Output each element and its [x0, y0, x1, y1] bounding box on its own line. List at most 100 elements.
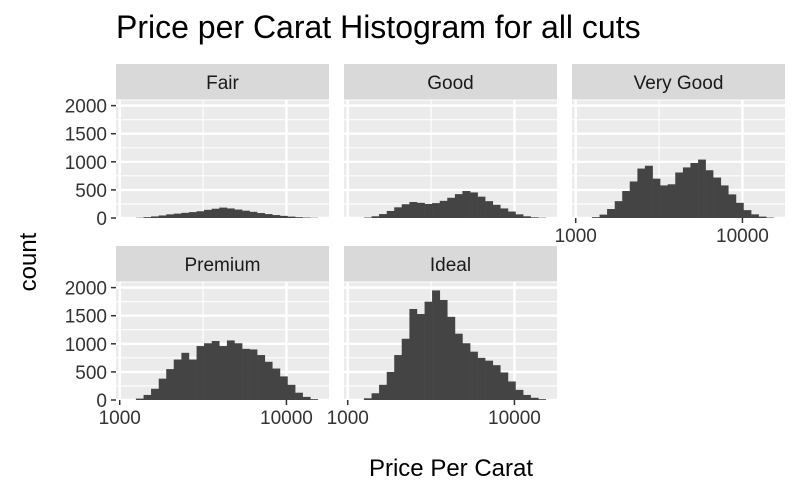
- histogram-bar: [485, 201, 494, 218]
- y-tick-label: 2000: [65, 279, 107, 300]
- histogram-bar: [470, 192, 478, 218]
- x-tick-label: 10000: [716, 226, 769, 247]
- histogram-bar: [379, 214, 388, 218]
- facet-strip-label: Ideal: [430, 255, 471, 276]
- histogram-bar: [432, 290, 441, 400]
- facet-ideal: Ideal 1000 10000: [327, 246, 557, 429]
- histogram-bar: [363, 398, 372, 400]
- y-tick-label: 500: [75, 181, 107, 202]
- histogram-bar: [295, 217, 303, 218]
- histogram-bar: [409, 201, 418, 218]
- histogram-bar: [500, 372, 509, 400]
- histogram-bar: [424, 301, 433, 400]
- histogram-bar: [713, 177, 722, 218]
- y-tick-label: 0: [96, 391, 107, 412]
- histogram-bar: [515, 389, 524, 400]
- histogram-bar: [242, 348, 250, 400]
- y-tick-label: 1000: [65, 153, 107, 174]
- histogram-bar: [492, 204, 501, 218]
- histogram-bar: [257, 213, 266, 218]
- histogram-bar: [424, 203, 433, 218]
- facet-strip-label: Very Good: [634, 73, 724, 94]
- histogram-bar: [720, 185, 729, 218]
- x-axis-title: Price Per Carat: [369, 455, 533, 482]
- histogram-bar: [302, 396, 311, 400]
- histogram-bar: [439, 200, 448, 218]
- facet-strip: [116, 246, 329, 282]
- histogram-bar: [447, 197, 456, 218]
- histogram-bar: [690, 162, 699, 218]
- x-tick-label: 1000: [327, 408, 369, 429]
- histogram-bar: [249, 349, 258, 400]
- histogram-bar: [386, 210, 395, 218]
- histogram-bar: [523, 216, 531, 218]
- histogram-bar: [287, 384, 296, 400]
- histogram-bar: [279, 376, 288, 400]
- facet-strip-label: Fair: [206, 73, 239, 94]
- histogram-bar: [143, 394, 152, 400]
- histogram-bar: [735, 202, 744, 218]
- histogram-bar: [507, 381, 516, 400]
- y-tick-label: 1500: [65, 125, 107, 146]
- histogram-bar: [591, 217, 600, 218]
- histogram-bar: [758, 216, 767, 218]
- histogram-bar: [614, 201, 623, 218]
- histogram-bar: [135, 398, 144, 400]
- histogram-bar: [219, 207, 228, 218]
- x-tick-label: 10000: [488, 408, 541, 429]
- histogram-bar: [173, 213, 182, 218]
- facet-strip-label: Good: [427, 73, 473, 94]
- histogram-bar: [196, 346, 205, 400]
- histogram-bar: [264, 361, 273, 400]
- histogram-bar: [257, 355, 266, 400]
- facet-strip: [572, 64, 785, 100]
- y-tick-label: 0: [96, 209, 107, 230]
- facet-panels: Fair 0 500 1000 1500 2000 Good Very Good 1000 100…: [65, 64, 785, 429]
- histogram-bar: [287, 216, 296, 218]
- histogram-bar: [272, 368, 281, 400]
- histogram-bar: [454, 194, 463, 218]
- histogram-bar: [242, 210, 250, 218]
- histogram-bar: [698, 159, 706, 218]
- histogram-bar: [644, 165, 653, 218]
- histogram-bar: [181, 212, 190, 218]
- histogram-bar: [682, 167, 691, 218]
- histogram-bar: [249, 211, 258, 218]
- histogram-bar: [470, 351, 478, 400]
- histogram-bar: [226, 208, 235, 218]
- histogram-bar: [143, 217, 152, 218]
- histogram-bar: [181, 352, 190, 400]
- x-tick-label: 10000: [260, 408, 313, 429]
- histogram-bar: [394, 207, 403, 218]
- histogram-bar: [204, 343, 213, 400]
- histogram-bar: [637, 168, 646, 218]
- histogram-bar: [515, 214, 524, 218]
- histogram-bar: [211, 208, 220, 218]
- histogram-bar: [477, 357, 486, 400]
- histogram-bar: [492, 365, 501, 400]
- histogram-bar: [264, 214, 273, 218]
- y-tick-label: 500: [75, 363, 107, 384]
- histogram-bar: [234, 209, 243, 218]
- histogram-bar: [151, 388, 160, 400]
- histogram-bar: [477, 196, 486, 218]
- facet-strip: [344, 64, 557, 100]
- histogram-bar: [705, 170, 714, 218]
- histogram-bar: [234, 343, 243, 400]
- histogram-bar: [188, 359, 197, 400]
- chart-title: Price per Carat Histogram for all cuts: [116, 9, 641, 45]
- histogram-bar: [530, 397, 539, 400]
- histogram-bar: [371, 216, 380, 218]
- facet-strip: [116, 64, 329, 100]
- facet-premium: Premium 0 500 1000 1500 2000 1000 10000: [65, 246, 329, 429]
- histogram-bar: [416, 202, 425, 218]
- histogram-bar: [204, 209, 213, 218]
- x-tick-label: 1000: [99, 408, 141, 429]
- histogram-bar: [401, 338, 410, 400]
- histogram-bar: [295, 392, 303, 400]
- x-tick-label: 1000: [555, 226, 597, 247]
- histogram-bar: [728, 194, 737, 218]
- histogram-bar: [599, 214, 608, 218]
- histogram-bar: [158, 215, 167, 218]
